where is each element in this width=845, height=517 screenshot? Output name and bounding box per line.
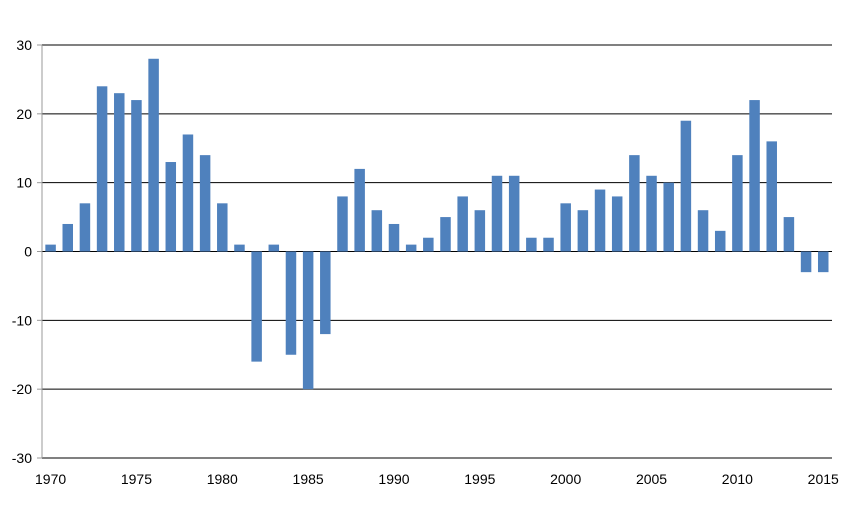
y-tick-label: -10 xyxy=(12,312,32,328)
gridlines xyxy=(42,44,832,459)
bar-1987 xyxy=(337,196,348,252)
bar-2014 xyxy=(800,251,812,273)
y-tick-label: 10 xyxy=(16,175,32,191)
bar-1993 xyxy=(440,217,451,252)
bar-1982 xyxy=(251,251,262,362)
y-tick-label: 0 xyxy=(24,244,32,260)
axes xyxy=(37,44,43,459)
bar-2008 xyxy=(697,210,709,252)
x-tick-label: 2010 xyxy=(722,471,753,487)
x-tick-label: 2015 xyxy=(808,471,839,487)
bar-1996 xyxy=(491,175,503,252)
x-tick-label: 1975 xyxy=(121,471,152,487)
bar-1984 xyxy=(285,251,297,355)
bar-1977 xyxy=(165,162,177,252)
x-tick-label: 1980 xyxy=(207,471,238,487)
bar-1980 xyxy=(217,203,228,252)
bar-1976 xyxy=(148,58,159,252)
bar-1998 xyxy=(526,237,537,252)
bar-1979 xyxy=(199,155,211,252)
bar-1972 xyxy=(79,203,91,252)
bar-1997 xyxy=(508,175,520,252)
bar-1999 xyxy=(543,237,554,252)
bar-2007 xyxy=(680,120,692,252)
bar-2011 xyxy=(749,100,760,252)
bar-2001 xyxy=(577,210,589,252)
y-tick-label: -30 xyxy=(12,450,32,466)
bar-1973 xyxy=(96,86,108,252)
y-tick-label: 20 xyxy=(16,106,32,122)
bar-1971 xyxy=(62,223,73,252)
x-tick-labels: 1970 1975 1980 1985 1990 1995 2000 2005 2010 2015 xyxy=(35,471,839,487)
bar-1983 xyxy=(268,244,280,252)
bar-1990 xyxy=(388,223,400,252)
bar-2003 xyxy=(611,196,623,252)
y-tick-label: -20 xyxy=(12,381,32,397)
bar-1986 xyxy=(320,251,331,335)
bar-1975 xyxy=(131,100,142,252)
bar-1974 xyxy=(114,93,125,252)
bar-2000 xyxy=(560,203,571,252)
x-tick-label: 2005 xyxy=(636,471,667,487)
x-tick-label: 1990 xyxy=(378,471,409,487)
bar-2009 xyxy=(714,230,726,252)
y-tick-labels: -30 -20 -10 0 10 20 30 xyxy=(12,37,32,466)
bar-1988 xyxy=(354,168,365,252)
bar-2015 xyxy=(817,251,829,273)
bar-1994 xyxy=(457,196,468,252)
y-tick-label: 30 xyxy=(16,37,32,53)
bar-2005 xyxy=(646,175,657,252)
bar-1992 xyxy=(423,237,434,252)
bar-1985 xyxy=(302,251,314,390)
bar-2010 xyxy=(732,155,743,252)
bar-1989 xyxy=(371,210,383,252)
bar-2002 xyxy=(594,189,606,252)
bar-1970 xyxy=(45,244,56,252)
x-tick-label: 2000 xyxy=(550,471,581,487)
x-tick-label: 1995 xyxy=(464,471,495,487)
bar-1995 xyxy=(474,210,486,252)
x-tick-label: 1970 xyxy=(35,471,66,487)
bar-2012 xyxy=(766,141,777,252)
bar-1991 xyxy=(405,244,417,252)
bar-1978 xyxy=(182,134,194,252)
bar-2006 xyxy=(663,182,674,252)
bar-1981 xyxy=(234,244,245,252)
bars xyxy=(45,58,829,390)
bar-2013 xyxy=(783,217,795,252)
x-tick-label: 1985 xyxy=(293,471,324,487)
bar-2004 xyxy=(629,155,640,252)
